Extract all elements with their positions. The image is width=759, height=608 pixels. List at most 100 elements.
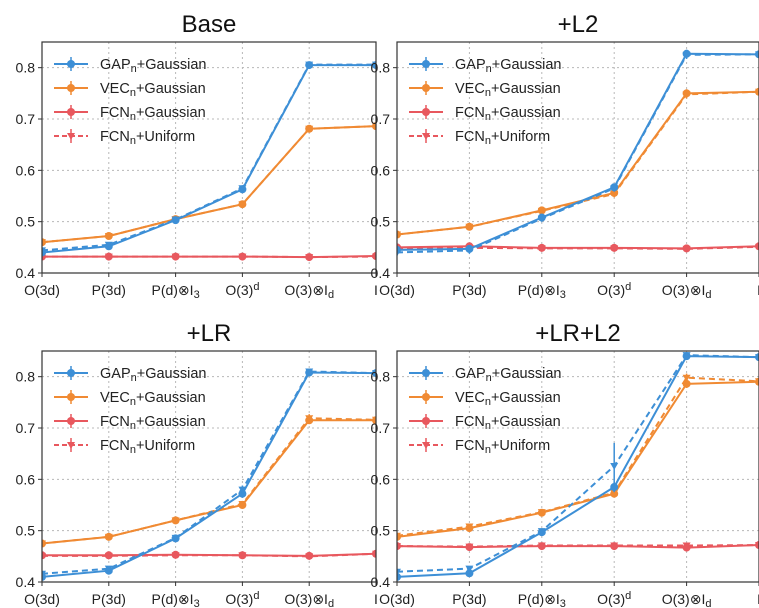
data-point: [610, 489, 619, 497]
data-point: [171, 534, 180, 542]
plot-frame: [396, 350, 759, 583]
x-tick-label: P(d)⊗I3: [151, 591, 199, 608]
series-line-vec-dashed: [42, 417, 376, 545]
legend-marker: [67, 417, 75, 425]
data-point: [465, 569, 474, 578]
data-point: [305, 125, 314, 133]
data-point: [238, 185, 247, 193]
legend-label: FCNn+Gaussian: [455, 414, 561, 432]
x-tick-label: O(3)d: [225, 281, 259, 298]
series-line-gap-dashed: [42, 370, 376, 575]
data-point: [104, 241, 113, 249]
legend-label: FCNn+Uniform: [100, 438, 195, 456]
data-point: [42, 570, 46, 578]
y-tick-label: 0.6: [371, 162, 391, 178]
data-point: [104, 533, 113, 541]
legend-marker: [67, 133, 75, 140]
data-point: [372, 550, 376, 558]
y-tick-label: 0.8: [16, 369, 36, 385]
legend-marker: [67, 108, 75, 116]
data-point: [305, 254, 314, 262]
data-point: [682, 91, 691, 99]
x-tick-label: P(3d): [92, 282, 126, 298]
legend-marker: [422, 84, 430, 92]
data-point: [238, 201, 247, 209]
data-point: [397, 532, 401, 540]
data-point: [372, 123, 376, 131]
y-tick-label: 0.4: [371, 574, 391, 590]
data-point: [397, 231, 401, 239]
x-tick-label: P(3d): [92, 591, 126, 607]
x-tick-label: O(3)d: [597, 281, 631, 298]
x-tick-label: O(3d): [24, 591, 60, 607]
data-point: [397, 572, 401, 581]
data-point: [755, 243, 759, 251]
subplot-title: +L2: [558, 11, 599, 38]
x-tick-label: O(3d): [24, 282, 60, 298]
subplot-3: 0.4 0.5 0.6 0.7 0.8 O(3d) P(3d) P(d)⊗I3 O(3)d O(3…: [16, 320, 378, 608]
data-point: [42, 552, 46, 560]
legend: GAPn+Gaussian VECn+Gaussian FCNn+Gaussian F…: [409, 57, 561, 147]
legend-marker: [422, 369, 430, 377]
y-tick-label: 0.6: [16, 471, 36, 487]
legend-label: GAPn+Gaussian: [100, 57, 206, 75]
legend-marker: [67, 60, 75, 68]
series-line-vec-dashed: [397, 90, 759, 236]
data-point: [537, 528, 546, 536]
data-point: [755, 51, 759, 59]
data-point: [537, 509, 546, 517]
legend-marker: [422, 133, 430, 140]
y-tick-label: 0.4: [371, 265, 391, 281]
data-point: [171, 517, 180, 525]
series-line-FCNn+Uniform: [397, 544, 759, 548]
subplot-title: +LR: [187, 320, 232, 347]
series-line-VECn+Gaussian: [397, 380, 759, 538]
data-point: [238, 500, 247, 508]
y-tick-label: 0.6: [16, 162, 36, 178]
series-line-GAPn+Gaussian: [42, 64, 376, 254]
data-point: [372, 416, 376, 424]
data-point: [397, 543, 401, 551]
series-line-gap-dashed: [42, 63, 376, 252]
data-point: [104, 253, 113, 261]
legend-label: FCNn+Gaussian: [100, 414, 206, 432]
x-tick-label: P(d)⊗I3: [151, 282, 199, 301]
data-point: [755, 354, 759, 362]
x-tick-label: I: [374, 282, 378, 298]
data-point: [537, 542, 546, 550]
x-tick-label: I: [757, 591, 759, 607]
subplot-4: 0.4 0.5 0.6 0.7 0.8 O(3d) P(3d) P(d)⊗I3 O(3)d O(3…: [371, 320, 759, 608]
x-tick-label: O(3)⊗Id: [284, 591, 334, 608]
data-point: [397, 249, 401, 257]
data-point: [610, 185, 619, 193]
data-point: [397, 568, 401, 576]
legend: GAPn+Gaussian VECn+Gaussian FCNn+Gaussian F…: [54, 57, 206, 147]
data-point: [465, 247, 474, 255]
x-tick-label: O(3)⊗Id: [662, 282, 712, 301]
y-tick-label: 0.8: [371, 60, 391, 76]
data-point: [238, 253, 247, 261]
y-tick-label: 0.5: [16, 214, 36, 230]
subplot-title: +LR+L2: [535, 320, 620, 347]
series-line-VECn+Gaussian: [42, 125, 376, 244]
data-point: [238, 552, 247, 560]
legend-label: FCNn+Gaussian: [455, 105, 561, 123]
x-tick-label: O(3)⊗Id: [284, 282, 334, 301]
series-line-GAPn+Gaussian: [42, 371, 376, 578]
legend-label: GAPn+Gaussian: [100, 366, 206, 384]
legend-label: FCNn+Gaussian: [100, 105, 206, 123]
legend: GAPn+Gaussian VECn+Gaussian FCNn+Gaussian F…: [409, 366, 561, 456]
legend-label: FCNn+Uniform: [100, 129, 195, 147]
x-tick-label: O(3d): [379, 282, 415, 298]
data-point: [42, 247, 46, 255]
y-tick-label: 0.8: [371, 369, 391, 385]
data-point: [537, 207, 546, 215]
data-point: [610, 462, 619, 470]
data-point: [465, 523, 474, 531]
y-tick-label: 0.6: [371, 471, 391, 487]
legend-label: GAPn+Gaussian: [455, 366, 561, 384]
data-point: [610, 245, 619, 253]
x-tick-label: I: [757, 282, 759, 298]
data-point: [682, 352, 691, 360]
series-line-GAPn+Gaussian: [397, 355, 759, 578]
